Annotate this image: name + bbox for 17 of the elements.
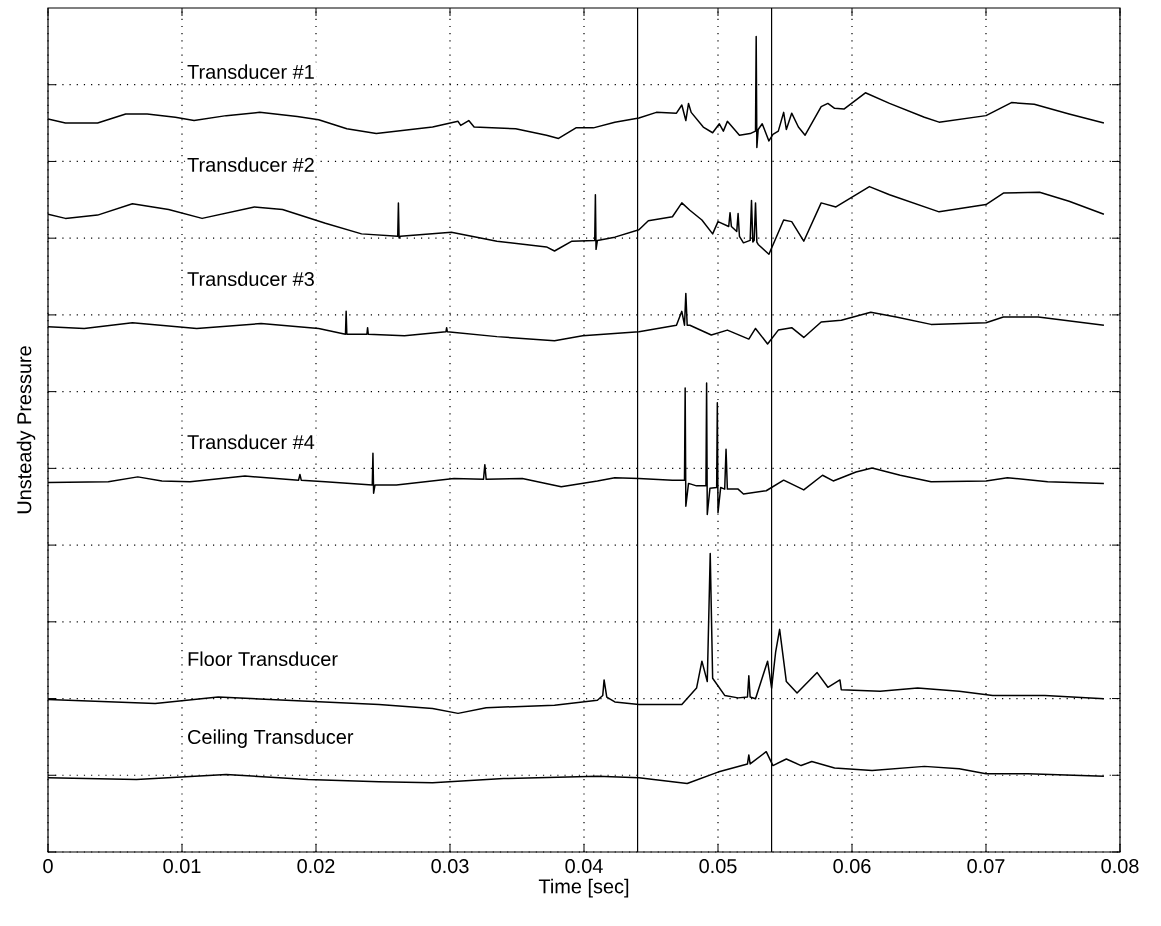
text: Transducer #3 bbox=[187, 271, 314, 287]
x-tick-label: 0.07 bbox=[967, 859, 1005, 874]
x-tick-label: 0 bbox=[43, 859, 53, 874]
x-axis-title: Time [sec] bbox=[538, 878, 629, 898]
text: Transducer #2 bbox=[187, 157, 314, 172]
y-axis-title: Unsteady Pressure bbox=[16, 346, 36, 514]
series-label: Transducer #4 bbox=[187, 434, 315, 450]
series-label: Ceiling Transducer bbox=[188, 729, 354, 748]
x-tick-label: 0.03 bbox=[431, 859, 469, 874]
x-tick-label: 0.04 bbox=[565, 859, 603, 874]
x-tick-label: 0.05 bbox=[699, 859, 737, 874]
x-tick-label: 0.08 bbox=[1101, 859, 1139, 874]
series-label: Floor Transducer bbox=[188, 651, 338, 667]
x-tick-label: 0.01 bbox=[163, 859, 201, 874]
x-tick-label: 0.02 bbox=[297, 859, 335, 874]
series-label: Transducer #1 bbox=[187, 64, 314, 79]
x-tick-label: 0.06 bbox=[833, 859, 871, 874]
